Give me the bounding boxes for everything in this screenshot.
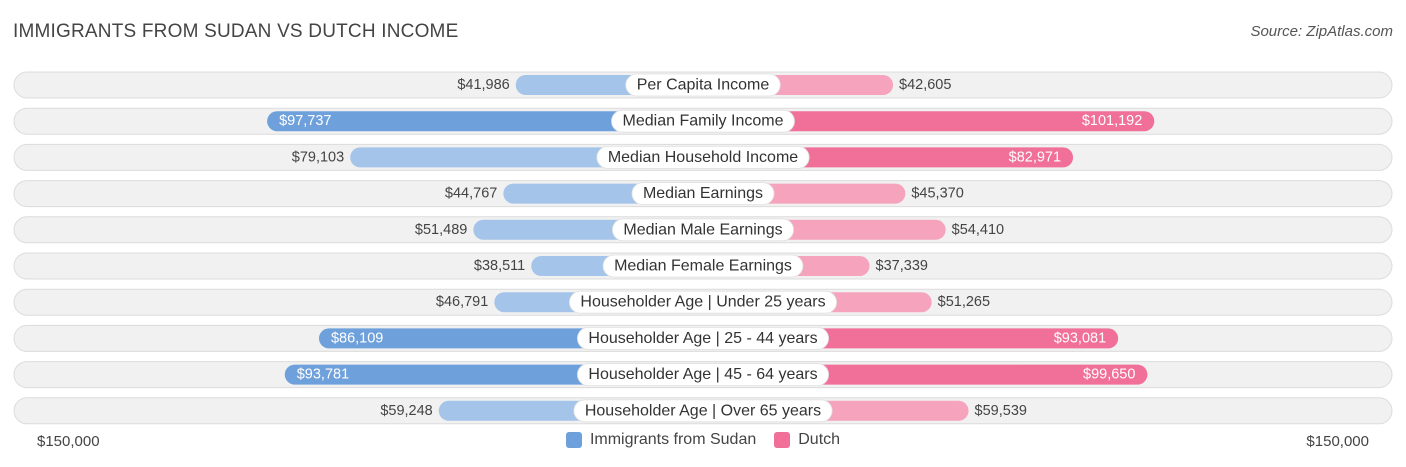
legend-item-sudan: Immigrants from Sudan — [565, 431, 757, 449]
legend-label-sudan: Immigrants from Sudan — [589, 431, 757, 448]
legend-swatch-sudan — [565, 432, 582, 448]
category-label: Householder Age | Over 65 years — [585, 402, 821, 419]
value-label-sudan: $79,103 — [292, 149, 344, 165]
value-label-dutch: $54,410 — [952, 222, 1004, 238]
value-label-sudan: $86,109 — [331, 330, 383, 346]
axis-label-right: $150,000 — [1306, 433, 1369, 450]
value-label-dutch: $59,539 — [975, 403, 1027, 419]
category-pill — [577, 363, 829, 387]
diverging-bar-chart: $41,986 $42,605 Per Capita Income $97,737 $1… — [13, 71, 1393, 425]
category-label: Median Earnings — [643, 185, 763, 202]
bar-sudan — [267, 111, 703, 132]
category-pill — [602, 254, 804, 278]
value-label-dutch: $37,339 — [876, 258, 928, 274]
category-pill — [577, 326, 829, 350]
value-label-dutch: $45,370 — [911, 186, 963, 202]
category-label: Householder Age | Under 25 years — [580, 294, 825, 311]
category-pill — [596, 145, 810, 169]
category-label: Per Capita Income — [637, 77, 770, 94]
value-label-sudan: $46,791 — [436, 294, 488, 310]
category-label: Householder Age | 45 - 64 years — [588, 366, 817, 383]
category-pill — [611, 218, 795, 242]
chart-title: Immigrants from Sudan vs Dutch Income — [13, 21, 459, 42]
category-label: Householder Age | 25 - 44 years — [588, 330, 817, 347]
legend-item-dutch: Dutch — [774, 431, 840, 449]
bar-dutch — [703, 111, 1155, 132]
category-pill — [568, 290, 838, 314]
category-pill — [573, 399, 833, 423]
value-label-sudan: $38,511 — [474, 258, 525, 274]
source-note: Source: ZipAtlas.com — [1250, 23, 1393, 40]
value-label-sudan: $51,489 — [415, 222, 467, 238]
value-label-sudan: $97,737 — [279, 113, 331, 129]
value-label-sudan: $44,767 — [445, 186, 497, 202]
category-label: Median Male Earnings — [623, 221, 782, 238]
value-label-dutch: $101,192 — [1082, 113, 1142, 129]
value-label-dutch: $51,265 — [938, 294, 990, 310]
category-pill — [625, 73, 781, 97]
category-pill — [611, 109, 795, 133]
legend-label-dutch: Dutch — [798, 431, 841, 448]
value-label-sudan: $59,248 — [380, 403, 432, 419]
value-label-dutch: $42,605 — [899, 77, 951, 93]
category-label: Median Female Earnings — [614, 258, 792, 275]
value-label-dutch: $99,650 — [1083, 367, 1135, 383]
value-label-dutch: $93,081 — [1054, 330, 1106, 346]
category-pill — [631, 182, 775, 206]
category-label: Median Family Income — [623, 113, 784, 130]
legend: Immigrants from Sudan Dutch — [0, 431, 1406, 449]
value-label-sudan: $93,781 — [297, 367, 349, 383]
legend-swatch-dutch — [774, 432, 791, 448]
value-label-dutch: $82,971 — [1009, 149, 1061, 165]
category-label: Median Household Income — [608, 149, 798, 166]
value-label-sudan: $41,986 — [457, 77, 509, 93]
axis-label-left: $150,000 — [37, 433, 100, 450]
